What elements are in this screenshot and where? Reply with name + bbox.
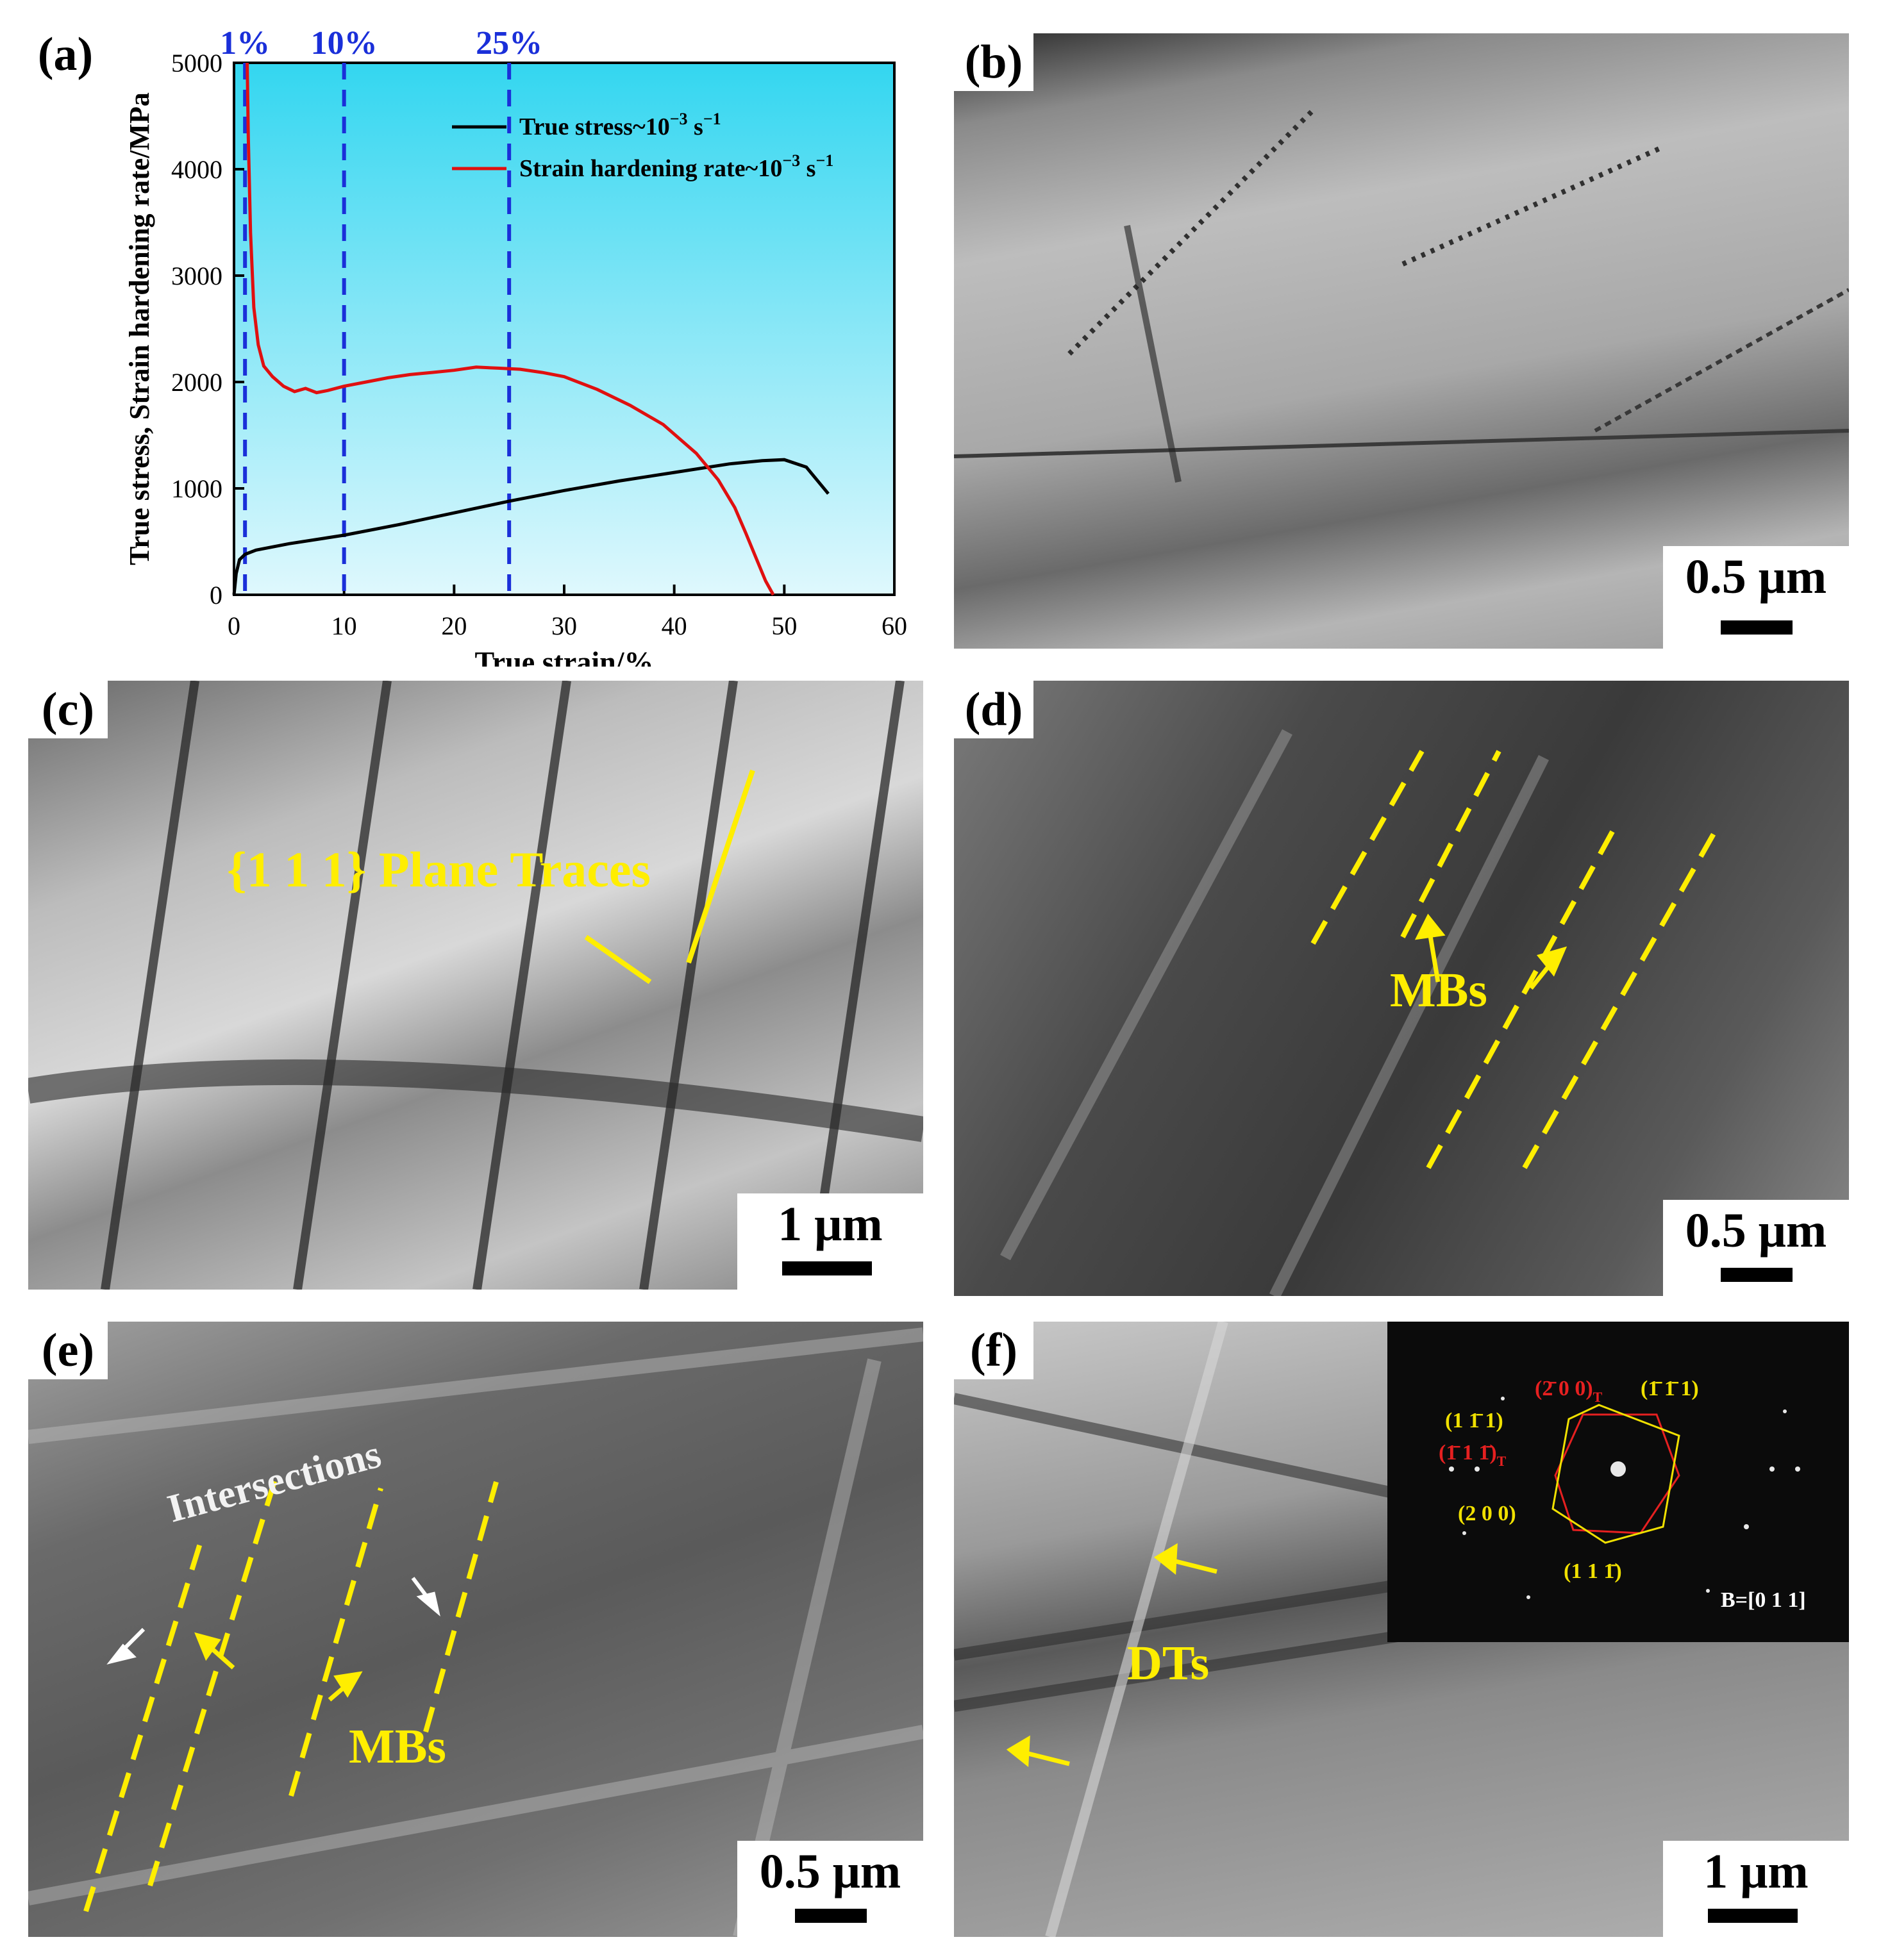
scale-bar-line <box>782 1261 872 1275</box>
saed-twin-spot-label: (1̄ 1 1̄)T <box>1439 1441 1507 1469</box>
true-stress-line <box>232 458 830 595</box>
strain-marker-label: 25% <box>476 25 542 62</box>
y-tick-label: 1000 <box>171 474 222 503</box>
saed-matrix-spot-label: (1̄ 1̄ 1) <box>1641 1377 1699 1400</box>
panel-label: (f) <box>954 1322 1033 1379</box>
strain-hardening-line <box>246 62 775 596</box>
scale-bar: 1 μm <box>737 1193 923 1290</box>
scale-bar-line <box>1721 1268 1793 1282</box>
saed-twin-spot-label: (2̄ 0 0)T <box>1535 1377 1603 1405</box>
saed-pattern-inset: (2̄ 0 0)T (1̄ 1 1̄)T (1̄ 1̄ 1) (1 1̄ 1) … <box>1387 1322 1849 1642</box>
panel-f-tem-image: (f) DTs (2̄ 0 0)T (1̄ 1 1̄)T (1̄ 1̄ 1) (… <box>954 1322 1849 1937</box>
panel-label: (b) <box>954 33 1033 91</box>
scale-bar: 0.5 μm <box>1663 546 1849 649</box>
scale-bar-label: 1 μm <box>778 1197 883 1251</box>
legend-entry: True stress~10−3 s−1 <box>519 110 721 140</box>
panel-label: (c) <box>28 681 108 738</box>
x-tick-label: 10 <box>331 611 357 640</box>
microbands-annotation: MBs <box>349 1720 446 1773</box>
plane-trace-texture <box>28 681 923 1290</box>
x-tick-label: 20 <box>441 611 467 640</box>
scale-bar: 1 μm <box>1663 1841 1849 1937</box>
y-tick-label: 2000 <box>171 368 222 397</box>
y-tick-label: 3000 <box>171 262 222 290</box>
scale-bar-line <box>795 1909 867 1923</box>
saed-matrix-spot-label: (1 1 1̄) <box>1564 1559 1622 1583</box>
zone-axis-label: B=[0 1 1] <box>1721 1588 1806 1612</box>
panel-d-tem-image: (d) MBs 0.5 μm <box>954 681 1849 1296</box>
panel-e-tem-image: (e) Intersections MBs 0.5 μm <box>28 1322 923 1937</box>
microbands-annotation: MBs <box>1390 963 1487 1017</box>
y-axis-label: True stress, Strain hardening rate/MPa <box>124 92 155 565</box>
panel-label: (e) <box>28 1322 108 1379</box>
scale-bar-line <box>1721 620 1793 635</box>
x-tick-label: 40 <box>662 611 687 640</box>
saed-matrix-spot-label: (2 0 0) <box>1458 1502 1516 1525</box>
y-tick-label: 4000 <box>171 155 222 184</box>
panel-c-tem-image: (c) {1 1 1} Plane Traces 1 μm <box>28 681 923 1290</box>
dislocation-lines <box>954 108 1849 483</box>
y-tick-label: 0 <box>210 581 222 610</box>
panel-label: (d) <box>954 681 1033 738</box>
legend-entry: Strain hardening rate~10−3 s−1 <box>519 151 833 182</box>
panel-b-tem-image: (b) 0.5 μm <box>954 33 1849 649</box>
x-tick-label: 0 <box>228 611 240 640</box>
x-tick-label: 50 <box>771 611 797 640</box>
plane-traces-annotation: {1 1 1} Plane Traces <box>227 842 651 897</box>
scale-bar: 0.5 μm <box>737 1841 923 1937</box>
plot-area <box>233 62 896 596</box>
scale-bar-label: 0.5 μm <box>1685 1204 1827 1258</box>
strain-marker-label: 10% <box>311 25 378 62</box>
panel-a: (a) 0 10 20 30 40 50 60 0 1000 2000 3000 4000 5000 1… <box>0 0 923 667</box>
x-tick-label: 60 <box>882 611 907 640</box>
plane-trace-line <box>686 769 755 964</box>
scale-bar: 0.5 μm <box>1663 1200 1849 1296</box>
saed-pattern: (2̄ 0 0)T (1̄ 1 1̄)T (1̄ 1̄ 1) (1 1̄ 1) … <box>1439 1377 1806 1612</box>
plane-trace-line <box>584 934 652 984</box>
stress-strain-chart: 0 10 20 30 40 50 60 0 1000 2000 3000 4000 5000 1% 10%… <box>124 25 907 667</box>
saed-matrix-spot-label: (1 1̄ 1) <box>1445 1409 1503 1433</box>
x-tick-label: 30 <box>551 611 577 640</box>
scale-bar-label: 0.5 μm <box>1685 550 1827 604</box>
y-tick-label: 5000 <box>171 49 222 78</box>
strain-marker-label: 1% <box>220 25 270 62</box>
scale-bar-label: 1 μm <box>1703 1845 1809 1898</box>
microband-traces <box>1000 729 1719 1296</box>
panel-label: (a) <box>37 28 94 81</box>
x-axis-label: True strain/% <box>475 645 654 667</box>
scale-bar-line <box>1708 1909 1798 1923</box>
deformation-twins-annotation: DTs <box>1127 1636 1210 1690</box>
scale-bar-label: 0.5 μm <box>759 1845 901 1898</box>
